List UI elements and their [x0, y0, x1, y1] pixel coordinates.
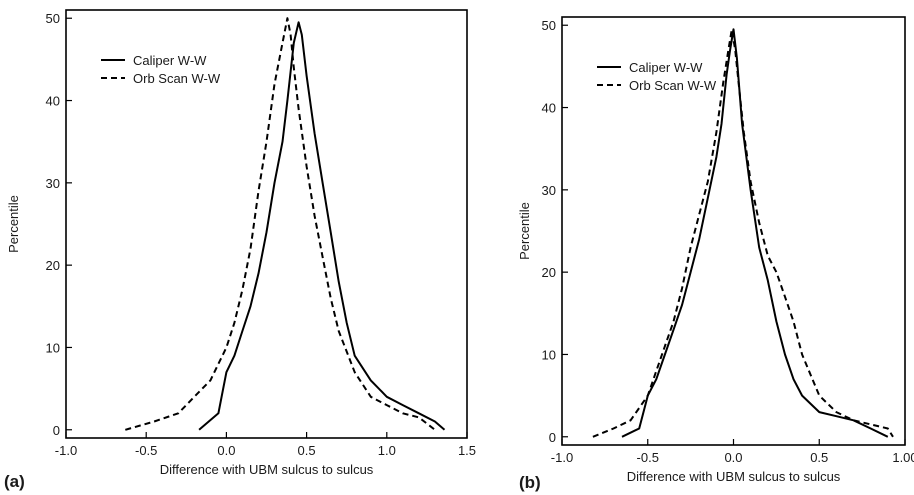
y-tick-label: 30	[46, 176, 60, 191]
series-line	[592, 28, 894, 438]
y-tick-label: 30	[542, 183, 556, 198]
panel-label: (a)	[4, 472, 25, 491]
y-tick-label: 40	[542, 101, 556, 116]
series-line	[198, 21, 446, 431]
y-tick-label: 10	[542, 347, 556, 362]
x-tick-label: -1.0	[551, 450, 573, 465]
x-tick-label: 0.5	[810, 450, 828, 465]
y-tick-label: 10	[46, 340, 60, 355]
y-tick-label: 40	[46, 94, 60, 109]
legend-label: Caliper W-W	[629, 60, 703, 75]
legend-label: Caliper W-W	[133, 53, 207, 68]
y-tick-label: 50	[542, 18, 556, 33]
y-axis-title: Percentile	[6, 195, 21, 253]
y-axis-title: Percentile	[517, 202, 532, 260]
y-tick-label: 20	[542, 265, 556, 280]
x-tick-label: 0.5	[298, 443, 316, 458]
chart-panel: -1.0 -0.5 0.0 0.5 1.00 0 10 20 30 40 50 Difference …	[517, 16, 914, 492]
y-tick-label: 50	[46, 11, 60, 26]
x-tick-label: -0.5	[637, 450, 659, 465]
x-tick-label: 1.5	[458, 443, 476, 458]
y-tick-label: 20	[46, 258, 60, 273]
legend-label: Orb Scan W-W	[629, 78, 717, 93]
x-tick-label: -0.5	[135, 443, 157, 458]
x-axis-title: Difference with UBM sulcus to sulcus	[160, 462, 374, 477]
x-axis-title: Difference with UBM sulcus to sulcus	[627, 469, 841, 484]
x-tick-label: -1.0	[55, 443, 77, 458]
x-tick-label: 1.00	[892, 450, 914, 465]
plot-frame	[65, 9, 468, 439]
y-tick-label: 0	[53, 423, 60, 438]
chart-panel: -1.0 -0.5 0.0 0.5 1.0 1.5 0 10 20 30 40 50 Differenc…	[4, 9, 476, 491]
x-tick-label: 1.0	[378, 443, 396, 458]
x-tick-label: 0.0	[724, 450, 742, 465]
x-tick-label: 0.0	[217, 443, 235, 458]
plot-frame	[561, 16, 906, 446]
y-tick-label: 0	[549, 430, 556, 445]
panel-label: (b)	[519, 473, 541, 492]
legend-label: Orb Scan W-W	[133, 71, 221, 86]
series-line	[125, 17, 436, 431]
series-line	[621, 28, 889, 438]
